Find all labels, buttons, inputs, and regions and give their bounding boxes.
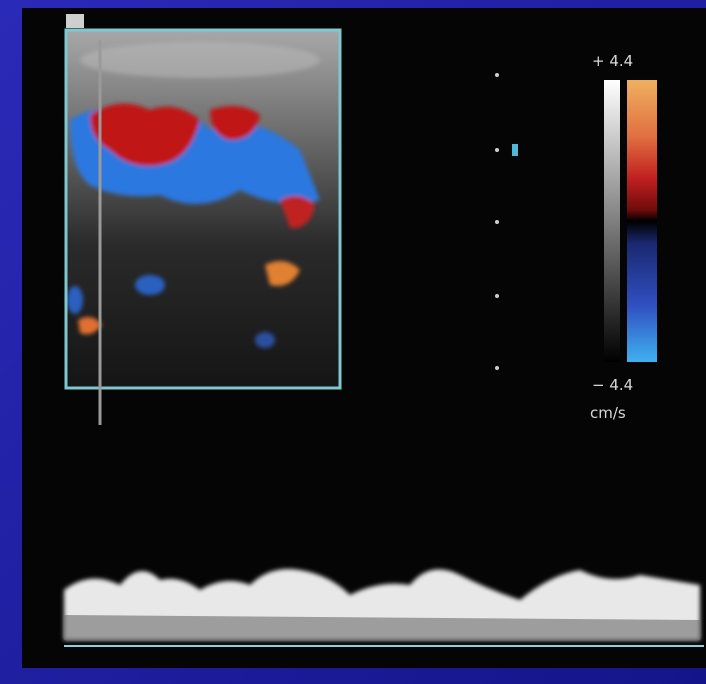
gray-bar	[604, 80, 620, 362]
color-bar	[627, 80, 657, 362]
doppler-box	[66, 14, 340, 425]
scale-unit: cm/s	[590, 404, 626, 422]
scale-max: + 4.4	[592, 52, 633, 70]
scale-min: − 4.4	[592, 376, 633, 394]
ultrasound-screen: + 4.4 − 4.4 cm/s	[0, 0, 706, 684]
page: + 4.4 − 4.4 cm/s (() => { const data = J…	[0, 0, 706, 684]
